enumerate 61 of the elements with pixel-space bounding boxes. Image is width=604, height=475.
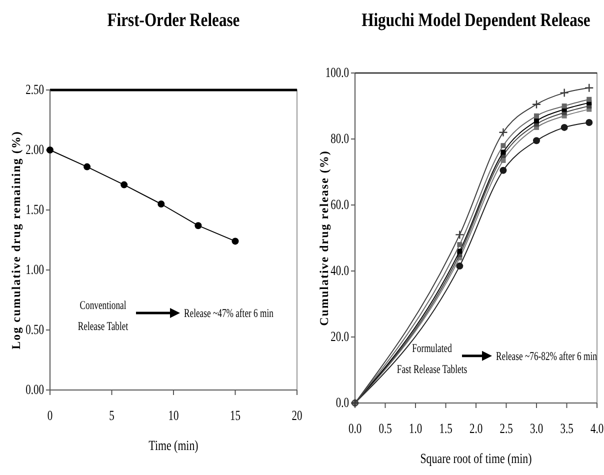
chart-title: Higuchi Model Dependent Release bbox=[362, 10, 591, 30]
x-tick-label: 2.0 bbox=[469, 420, 483, 436]
point bbox=[532, 100, 542, 109]
point bbox=[533, 137, 540, 144]
point bbox=[500, 158, 506, 163]
y-tick-label: 20.0 bbox=[330, 328, 349, 344]
y-tick-label: 80.0 bbox=[330, 130, 349, 146]
y-tick-label: 60.0 bbox=[330, 196, 349, 212]
x-tick-label: 15 bbox=[230, 408, 240, 424]
x-axis-title: Square root of time (min) bbox=[420, 450, 532, 466]
y-tick-label: 2.50 bbox=[26, 82, 44, 98]
point bbox=[534, 113, 539, 118]
point bbox=[584, 83, 594, 92]
x-tick-label: 3.0 bbox=[530, 420, 544, 436]
x-tick-label: 0.5 bbox=[378, 420, 392, 436]
y-tick-label: 2.00 bbox=[26, 142, 44, 158]
point bbox=[560, 88, 569, 98]
point bbox=[120, 181, 128, 188]
x-tick-label: 4.0 bbox=[590, 420, 604, 436]
y-tick-label: 1.50 bbox=[26, 202, 44, 218]
point bbox=[586, 96, 592, 102]
x-tick-label: 0.0 bbox=[348, 420, 362, 436]
y-tick-label: 0.0 bbox=[336, 394, 349, 410]
point bbox=[456, 262, 464, 270]
x-tick-label: 2.5 bbox=[500, 420, 513, 436]
x-tick-label: 0 bbox=[47, 408, 53, 424]
y-axis-title: Cumulative drug release (%) bbox=[317, 150, 331, 326]
point bbox=[500, 150, 506, 155]
x-tick-label: 3.5 bbox=[560, 420, 574, 436]
annotation: Release ~47% after 6 min bbox=[184, 308, 274, 320]
x-tick-label: 10 bbox=[168, 408, 179, 424]
point bbox=[158, 200, 165, 208]
y-tick-label: 0.00 bbox=[26, 382, 44, 398]
y-tick-label: 1.00 bbox=[26, 262, 44, 278]
y-tick-label: 40.0 bbox=[330, 262, 349, 278]
x-tick-label: 1.0 bbox=[408, 420, 422, 436]
y-tick-label: 100.0 bbox=[325, 64, 349, 80]
annotation: Conventional Release Tablet bbox=[78, 300, 128, 334]
point bbox=[194, 222, 202, 230]
point bbox=[46, 146, 54, 154]
point bbox=[562, 104, 567, 108]
x-tick-label: 1.5 bbox=[439, 420, 452, 436]
point bbox=[500, 166, 507, 174]
x-axis-title: Time (min) bbox=[148, 438, 198, 454]
point bbox=[457, 242, 462, 248]
x-tick-label: 20 bbox=[292, 408, 302, 424]
point bbox=[534, 118, 539, 124]
annotation: Release ~76-82% after 6 min bbox=[496, 350, 598, 364]
chart-title: First-Order Release bbox=[107, 10, 240, 30]
point bbox=[500, 143, 506, 148]
point bbox=[455, 230, 464, 240]
point bbox=[586, 119, 593, 126]
x-tick-label: 5 bbox=[109, 408, 114, 424]
y-tick-label: 0.50 bbox=[26, 322, 44, 338]
point bbox=[560, 124, 568, 131]
point bbox=[498, 128, 508, 137]
y-axis-title: Log cumulative drug remaining (%) bbox=[9, 130, 23, 350]
annotation: Formulated Fast Release Tablets bbox=[396, 342, 468, 376]
point bbox=[84, 163, 91, 170]
point bbox=[232, 238, 239, 245]
point bbox=[457, 248, 462, 254]
